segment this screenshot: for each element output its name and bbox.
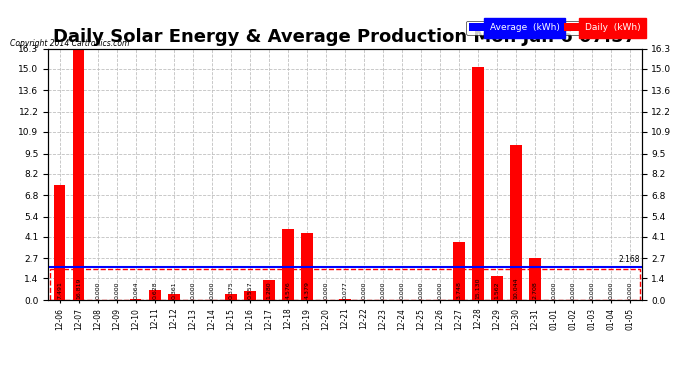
- Bar: [263, 280, 275, 300]
- Text: 0.000: 0.000: [552, 282, 557, 299]
- Bar: [130, 299, 141, 300]
- Text: 4.576: 4.576: [286, 282, 290, 299]
- Bar: [339, 299, 351, 300]
- Bar: [302, 232, 313, 300]
- Text: 4.379: 4.379: [304, 281, 309, 299]
- Text: 0.000: 0.000: [362, 282, 366, 299]
- Text: 0.000: 0.000: [590, 282, 595, 299]
- Text: Copyright 2014 Cartronics.com: Copyright 2014 Cartronics.com: [10, 39, 130, 48]
- Bar: [50, 269, 640, 300]
- Text: 0.000: 0.000: [571, 282, 575, 299]
- Text: 0.000: 0.000: [324, 282, 328, 299]
- Text: 0.557: 0.557: [248, 282, 253, 299]
- Text: 0.000: 0.000: [190, 282, 195, 299]
- Text: 0.064: 0.064: [133, 282, 138, 299]
- Bar: [73, 41, 84, 300]
- Text: 0.361: 0.361: [171, 282, 177, 299]
- Bar: [282, 230, 294, 300]
- Text: 0.000: 0.000: [419, 282, 424, 299]
- Text: 15.130: 15.130: [475, 278, 481, 299]
- Text: 0.000: 0.000: [628, 282, 633, 299]
- Bar: [149, 290, 161, 300]
- Text: 2.708: 2.708: [533, 282, 538, 299]
- Bar: [511, 145, 522, 300]
- Text: 2.168: 2.168: [618, 255, 640, 264]
- Bar: [491, 276, 503, 300]
- Text: 0.375: 0.375: [228, 282, 233, 299]
- Text: 10.044: 10.044: [513, 278, 519, 299]
- Bar: [168, 294, 179, 300]
- Title: Daily Solar Energy & Average Production Mon Jan 6 07:57: Daily Solar Energy & Average Production …: [53, 28, 637, 46]
- Text: 0.000: 0.000: [609, 282, 614, 299]
- Bar: [54, 184, 66, 300]
- Text: 0.000: 0.000: [437, 282, 442, 299]
- Text: 0.628: 0.628: [152, 282, 157, 299]
- Text: 0.000: 0.000: [95, 282, 100, 299]
- Bar: [453, 242, 465, 300]
- Text: 0.077: 0.077: [342, 282, 348, 299]
- Text: 16.819: 16.819: [76, 278, 81, 299]
- Text: 0.000: 0.000: [400, 282, 404, 299]
- Text: 3.748: 3.748: [457, 281, 462, 299]
- Bar: [473, 67, 484, 300]
- Text: 0.000: 0.000: [209, 282, 215, 299]
- Text: 7.491: 7.491: [57, 281, 62, 299]
- Legend: Average  (kWh), Daily  (kWh): Average (kWh), Daily (kWh): [466, 21, 643, 35]
- Text: 0.000: 0.000: [381, 282, 386, 299]
- Text: 1.562: 1.562: [495, 282, 500, 299]
- Bar: [244, 291, 255, 300]
- Bar: [225, 294, 237, 300]
- Text: 1.280: 1.280: [266, 282, 271, 299]
- Bar: [529, 258, 541, 300]
- Text: 0.000: 0.000: [115, 282, 119, 299]
